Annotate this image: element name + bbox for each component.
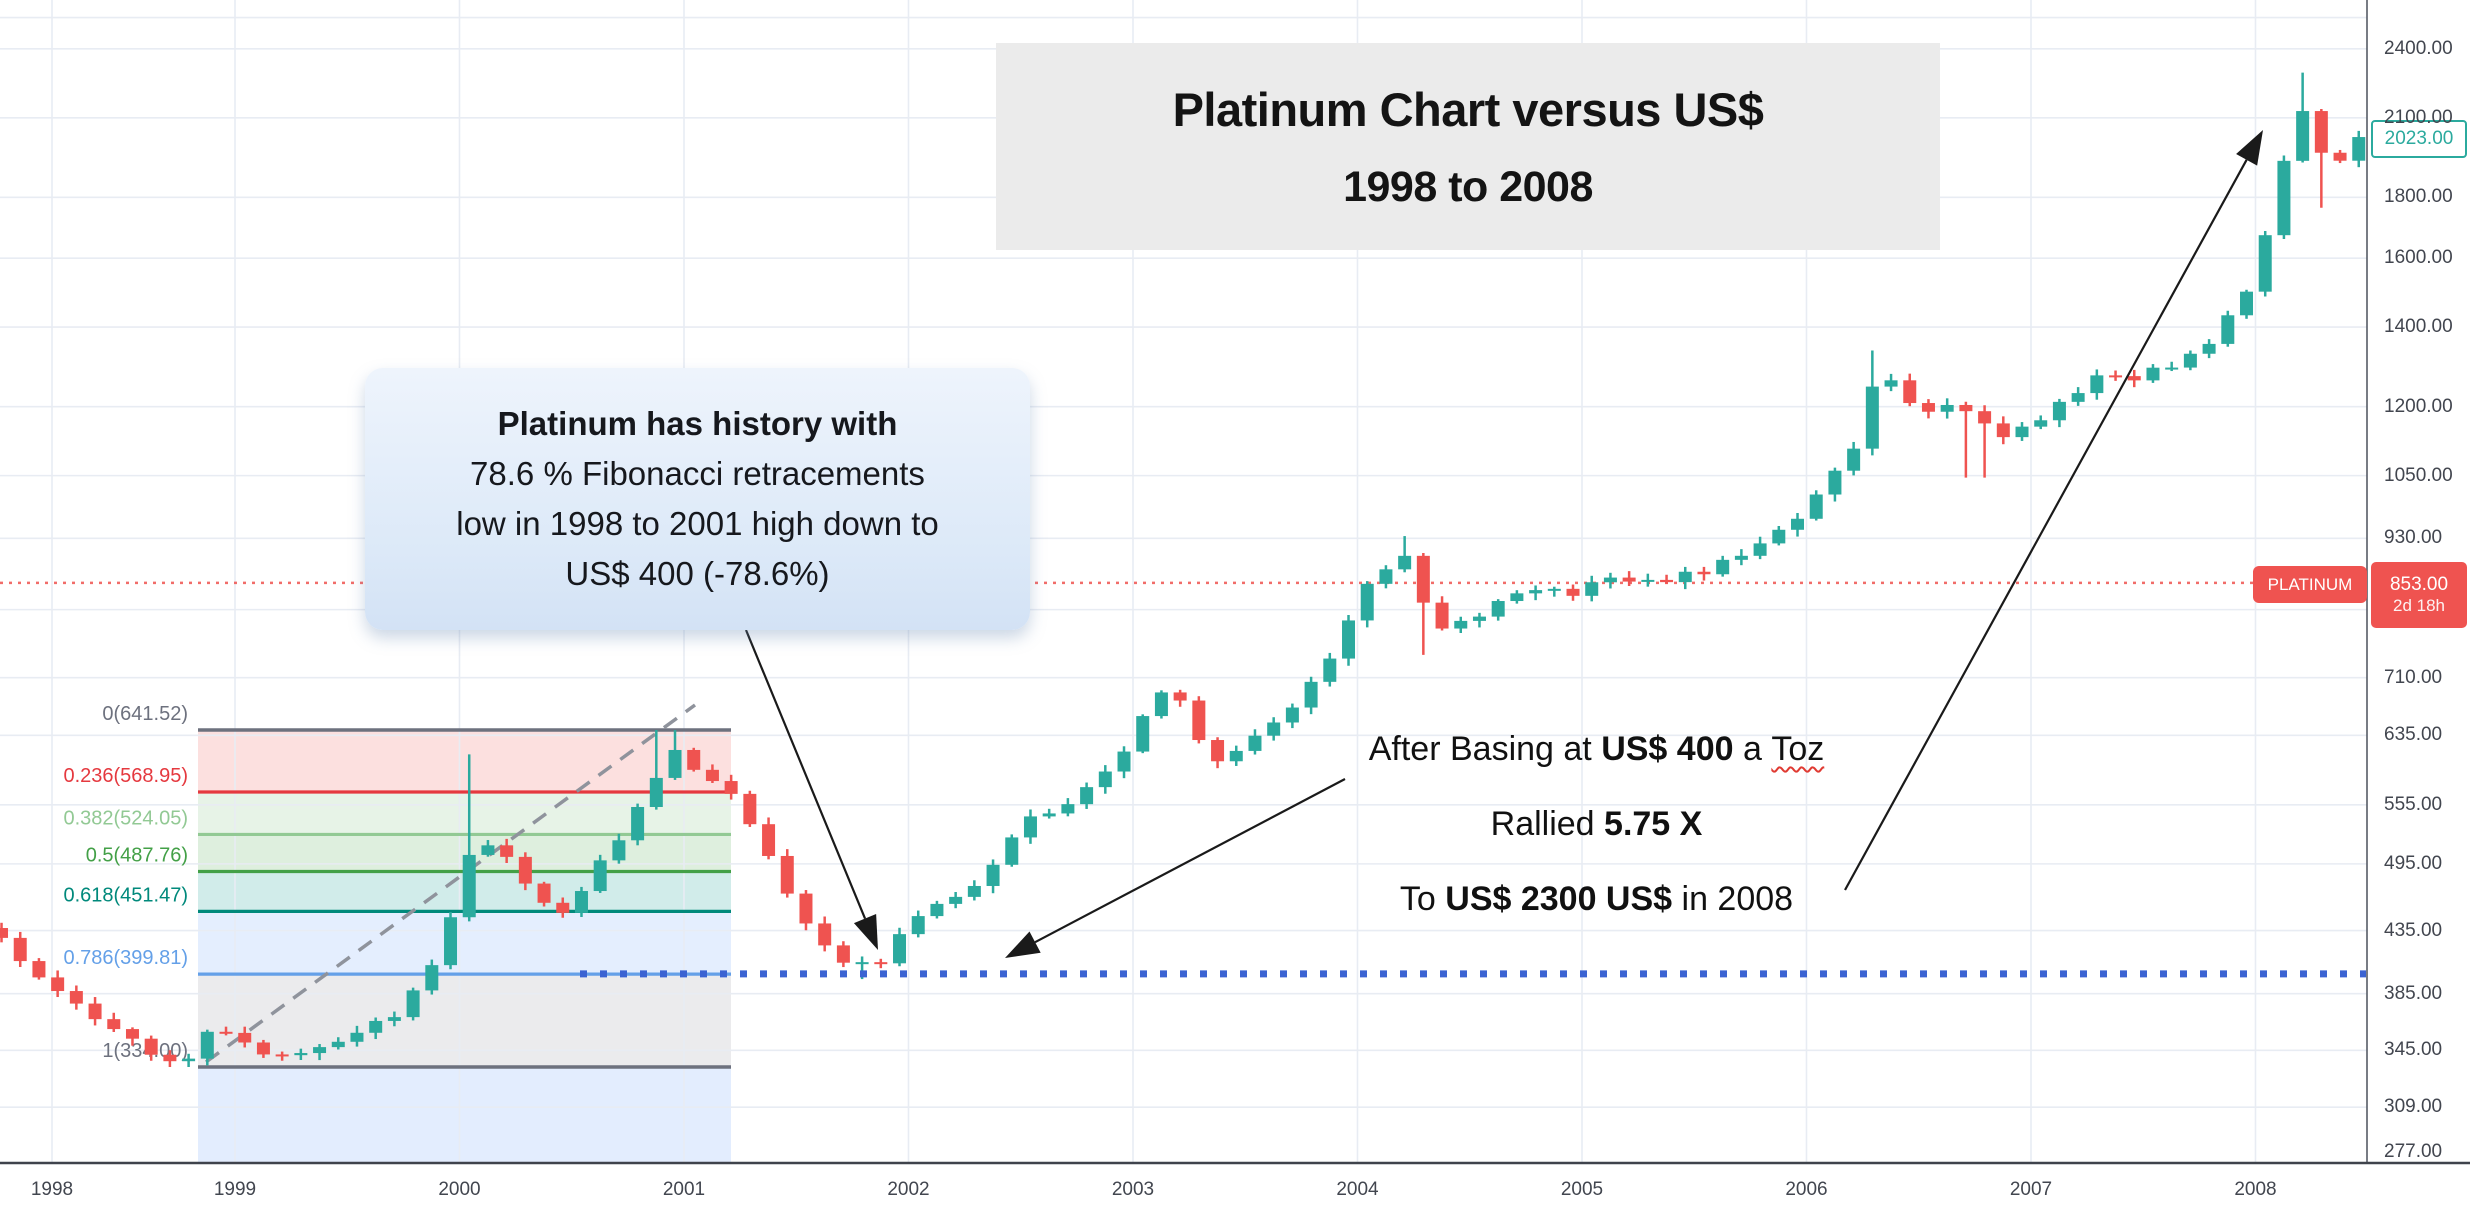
text-segment: After Basing at — [1368, 730, 1602, 768]
year-axis-label: 2005 — [1560, 1179, 1604, 1200]
text-segment: To — [1399, 880, 1446, 918]
price-axis-label: 2400.00 — [2384, 37, 2453, 59]
fibonacci-note-callout[interactable]: Platinum has history with 78.6 % Fibonac… — [365, 368, 1030, 630]
time-axis[interactable]: 1998 1999 2000 2001 2002 2003 2004 2005 2006 2007… — [0, 1163, 2470, 1214]
fib-level-label: 0(641.52) — [102, 703, 188, 725]
chart-title-box[interactable]: Platinum Chart versus US$ 1998 to 2008 — [996, 43, 1940, 250]
annotation-arrow-head[interactable] — [853, 913, 878, 950]
text-segment: in 2008 — [1672, 880, 1794, 918]
basing-note-line-1: After Basing at US$ 400 a Toz — [1304, 712, 1889, 787]
spellcheck-underlined-word: Toz — [1771, 730, 1825, 768]
bold-text-segment: 5.75 X — [1604, 805, 1703, 843]
price-axis-label: 1050.00 — [2384, 464, 2453, 486]
symbol-label: PLATINUM — [2267, 574, 2353, 594]
bar-countdown: 2d 18h — [2393, 596, 2445, 615]
chart-title: Platinum Chart versus US$ — [1172, 82, 1764, 136]
text-segment: Rallied — [1490, 805, 1605, 843]
bold-text-segment: US$ 2300 US$ — [1445, 880, 1673, 918]
fib-level-label: 0.786(399.81) — [63, 947, 188, 969]
fib-level-label: 0.236(568.95) — [63, 765, 188, 787]
year-axis-label: 2002 — [887, 1179, 930, 1200]
year-axis-label: 2001 — [662, 1179, 706, 1200]
basing-note-line-2: Rallied 5.75 X — [1304, 787, 1889, 862]
bold-text-segment: US$ 400 — [1601, 730, 1734, 768]
year-axis-label: 2004 — [1336, 1179, 1379, 1200]
annotation-arrow-head[interactable] — [1005, 931, 1041, 958]
price-axis-label: 1400.00 — [2384, 316, 2453, 338]
annotation-arrow-line[interactable] — [744, 629, 867, 919]
fib-level-label: 0.382(524.05) — [63, 807, 188, 829]
fib-level-label: 0.5(487.76) — [86, 844, 188, 866]
year-axis-label: 2006 — [1785, 1179, 1828, 1200]
price-axis-label: 1800.00 — [2384, 186, 2453, 208]
price-axis-label: 345.00 — [2384, 1039, 2443, 1061]
price-axis-label: 2100.00 — [2384, 106, 2453, 128]
text-segment: a — [1733, 730, 1772, 768]
fib-note-line-1: Platinum has history with — [497, 405, 898, 442]
last-close-value: 2023.00 — [2384, 128, 2454, 149]
fib-note-line-2: 78.6 % Fibonacci retracements — [470, 455, 925, 492]
year-axis-label: 2000 — [438, 1179, 481, 1200]
price-axis-label: 277.00 — [2384, 1141, 2443, 1162]
price-axis-label: 435.00 — [2384, 919, 2443, 941]
price-axis-label: 710.00 — [2384, 666, 2443, 688]
symbol-price-line-label[interactable]: PLATINUM — [2253, 566, 2367, 603]
basing-note-text[interactable]: After Basing at US$ 400 a Toz Rallied 5.7… — [1304, 712, 1889, 937]
price-axis-label: 385.00 — [2384, 982, 2443, 1004]
basing-note-line-3: To US$ 2300 US$ in 2008 — [1304, 862, 1889, 937]
price-axis-label: 555.00 — [2384, 793, 2443, 815]
fib-note-line-4: US$ 400 (-78.6%) — [565, 555, 830, 592]
last-close-price-tag: 2023.00 — [2371, 120, 2467, 158]
annotation-arrow-head[interactable] — [2236, 130, 2263, 166]
price-axis-label: 309.00 — [2384, 1096, 2443, 1118]
price-axis-label: 1600.00 — [2384, 247, 2453, 269]
candles-layer — [0, 72, 2366, 1068]
price-axis-label: 635.00 — [2384, 724, 2443, 746]
price-axis-label: 495.00 — [2384, 852, 2443, 874]
chart-subtitle: 1998 to 2008 — [1343, 162, 1593, 211]
current-price-value: 853.00 — [2389, 574, 2449, 595]
year-axis-label: 1999 — [213, 1179, 257, 1200]
fib-note-line-3: low in 1998 to 2001 high down to — [456, 505, 939, 542]
annotation-arrow-line[interactable] — [1034, 778, 1346, 944]
current-price-tag: 853.00 2d 18h — [2371, 562, 2467, 628]
price-axis-label: 930.00 — [2384, 527, 2443, 549]
arrows-layer — [744, 130, 2263, 958]
year-axis-label: 1998 — [30, 1179, 74, 1200]
annotation-arrow-line[interactable] — [1844, 159, 2248, 891]
price-axis[interactable]: 2400.00 2100.00 1800.00 1600.00 1400.00 1200.… — [2367, 0, 2470, 1163]
year-axis-label: 2007 — [2009, 1179, 2053, 1200]
price-axis-label: 1200.00 — [2384, 395, 2453, 417]
fib-level-label: 0.618(451.47) — [63, 884, 188, 906]
year-axis-label: 2003 — [1111, 1179, 1155, 1200]
year-axis-label: 2008 — [2234, 1179, 2277, 1200]
trend-dashed-line[interactable] — [204, 703, 697, 1064]
